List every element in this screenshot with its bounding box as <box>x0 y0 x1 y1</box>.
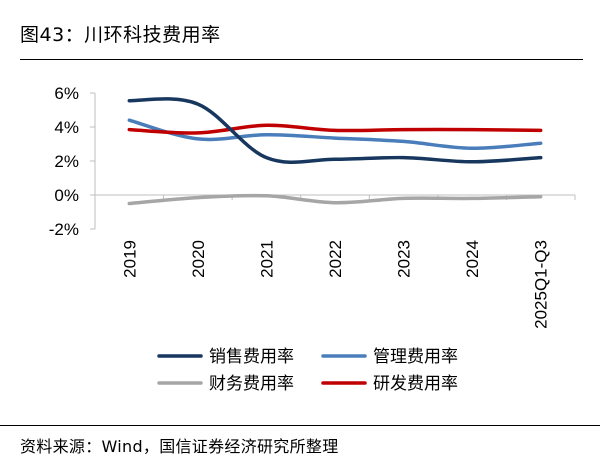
y-tick-label: 4% <box>54 118 79 137</box>
legend-item-rd: 研发费用率 <box>321 374 458 394</box>
title-divider <box>20 59 583 60</box>
x-tick-label: 2021 <box>257 240 276 278</box>
y-tick-label: -2% <box>49 220 79 239</box>
legend-label: 管理费用率 <box>373 347 458 367</box>
rd-expense-ratio-line <box>127 123 543 135</box>
x-tick-label: 2023 <box>395 240 414 278</box>
x-tick-label: 2025Q1-Q3 <box>532 240 551 329</box>
x-tick-label: 2019 <box>120 240 139 278</box>
figure-title: 图43：川环科技费用率 <box>20 24 221 46</box>
legend-label: 研发费用率 <box>373 374 458 394</box>
sales-expense-ratio-line <box>127 97 543 164</box>
legend-item-sales: 销售费用率 <box>157 347 294 367</box>
series-lines <box>127 97 543 206</box>
y-tick-label: 6% <box>54 84 79 103</box>
y-tick-label: 0% <box>54 186 79 205</box>
y-axis-ticks: -2% 0% 2% 4% 6% <box>49 84 95 239</box>
x-tick-label: 2022 <box>326 240 345 278</box>
legend-label: 财务费用率 <box>209 374 294 394</box>
source-divider <box>0 425 600 426</box>
legend-item-admin: 管理费用率 <box>321 347 458 367</box>
admin-expense-ratio-line <box>127 118 543 151</box>
legend-item-finance: 财务费用率 <box>157 374 294 394</box>
source-note: 资料来源：Wind，国信证券经济研究所整理 <box>20 437 339 456</box>
x-axis-ticks: 2019 2020 2021 2022 2023 2024 2025Q1-Q3 <box>120 240 550 329</box>
finance-expense-ratio-line <box>127 193 543 206</box>
legend-label: 销售费用率 <box>209 347 294 367</box>
x-tick-label: 2024 <box>463 240 482 278</box>
x-tick-label: 2020 <box>189 240 208 278</box>
y-tick-label: 2% <box>54 152 79 171</box>
